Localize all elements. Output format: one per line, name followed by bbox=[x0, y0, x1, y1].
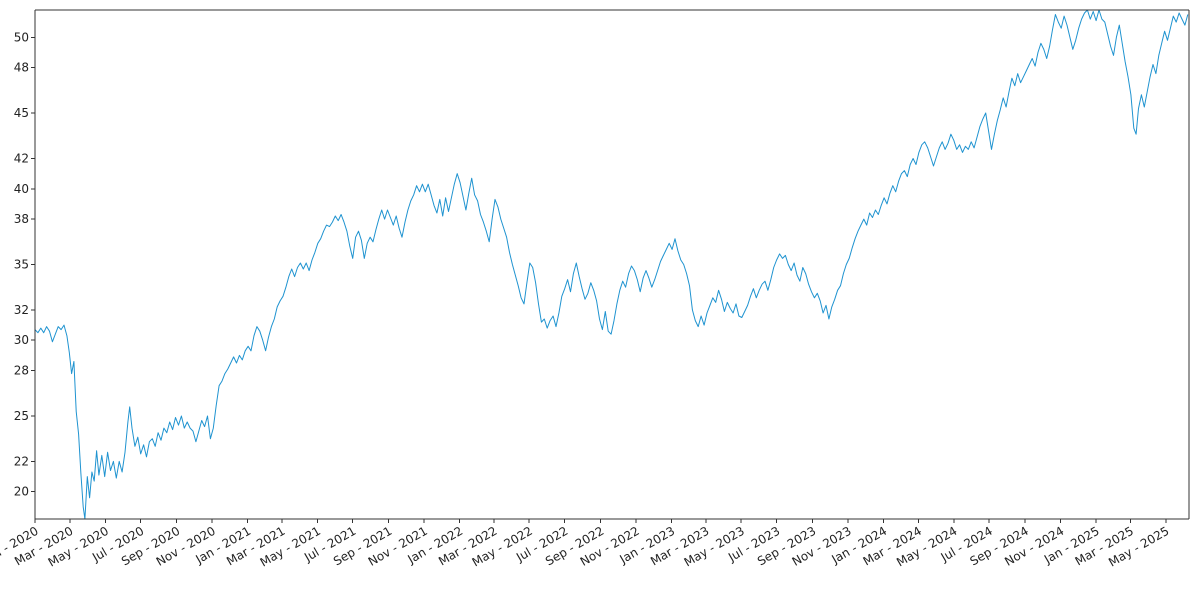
series-group bbox=[34, 9, 1189, 520]
y-tick-label: 22 bbox=[14, 454, 29, 468]
y-tick-label: 40 bbox=[14, 182, 29, 196]
series-line-0 bbox=[34, 9, 1189, 520]
y-tick-label: 42 bbox=[14, 151, 29, 165]
y-tick-label: 28 bbox=[14, 364, 29, 378]
y-tick-label: 35 bbox=[14, 258, 29, 272]
y-tick-label: 50 bbox=[14, 30, 29, 44]
y-axis: 20 22 25 28 30 32 35 38 40 42 45 48 50 bbox=[14, 30, 35, 499]
y-tick-label: 30 bbox=[14, 333, 29, 347]
y-tick-label: 25 bbox=[14, 409, 29, 423]
y-tick-label: 32 bbox=[14, 303, 29, 317]
y-tick-label: 20 bbox=[14, 485, 29, 499]
plot-area bbox=[34, 9, 1190, 520]
axis-frame bbox=[34, 9, 1190, 520]
y-tick-label: 38 bbox=[14, 212, 29, 226]
y-tick-label: 45 bbox=[14, 106, 29, 120]
plot-background bbox=[35, 10, 1189, 519]
y-tick-label: 48 bbox=[14, 61, 29, 75]
